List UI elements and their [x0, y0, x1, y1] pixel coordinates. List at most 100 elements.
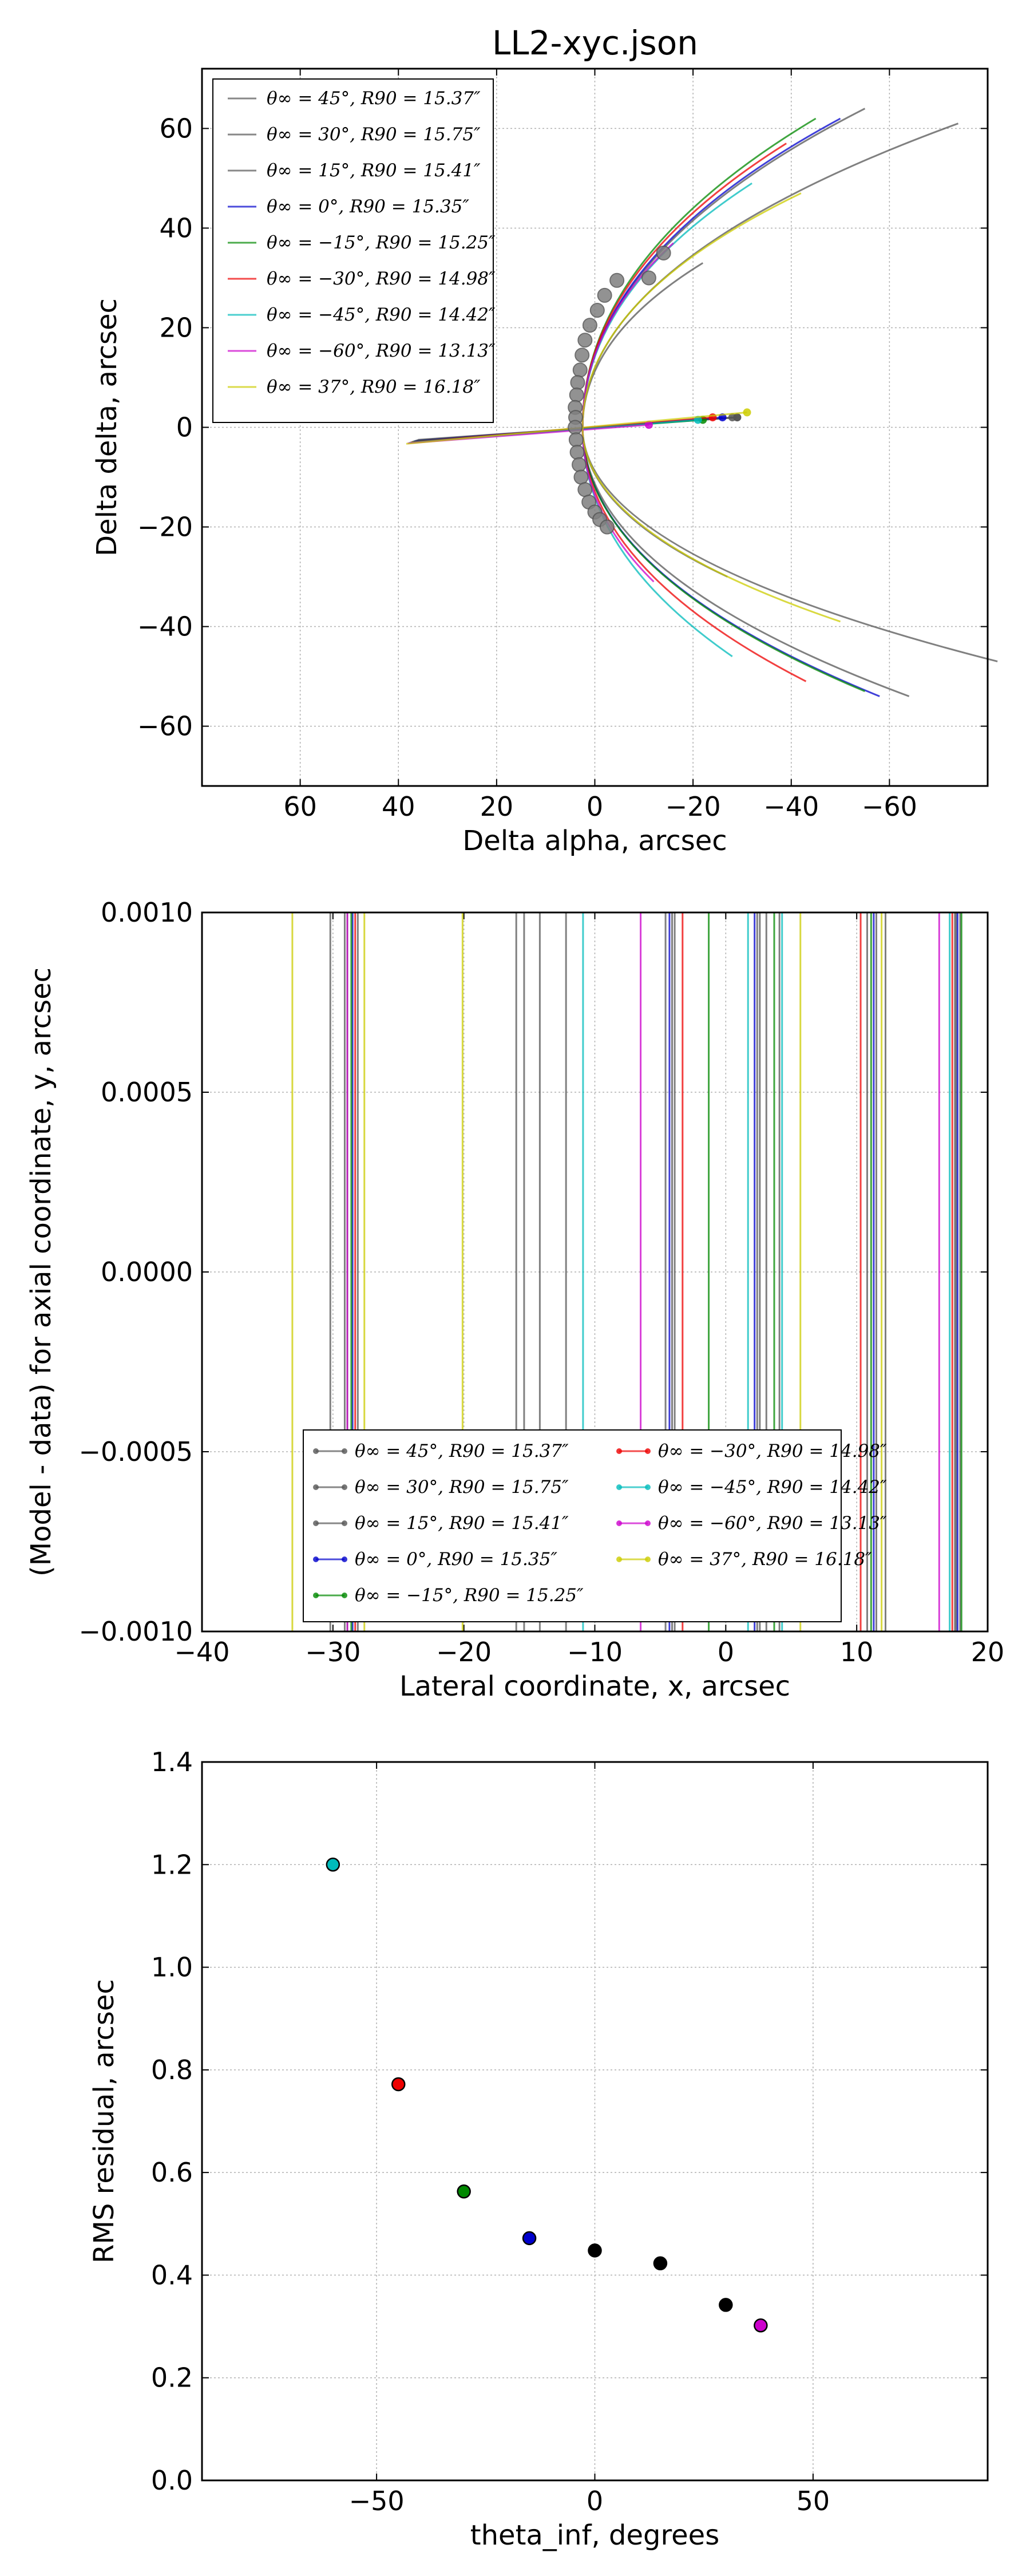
panel-middle-residuals: −40 −30 −20 −10 0 10 20 −0.0010 −0.0005 0.0000 0.0… [25, 897, 1004, 1702]
mid-xtick-label: 10 [840, 1637, 874, 1668]
bot-rms-point [522, 2231, 537, 2246]
top-data-point [572, 457, 587, 472]
top-ytick-label: 20 [159, 312, 193, 343]
top-legend: θ∞ = 45°, R90 = 15.37″ θ∞ = 30°, R90 = 15… [212, 78, 496, 423]
top-legend-text: θ∞ = 37°, R90 = 16.18″ [267, 377, 481, 397]
bot-rms-point [457, 2184, 471, 2199]
top-legend-text: θ∞ = −45°, R90 = 14.42″ [267, 305, 496, 325]
mid-xtick-label: 20 [971, 1637, 1005, 1668]
bot-xtick-label: −50 [349, 2486, 405, 2516]
mid-legend-marker [313, 1484, 319, 1490]
top-legend-text: θ∞ = 45°, R90 = 15.37″ [267, 88, 481, 109]
top-data-point [575, 347, 590, 363]
top-data-point [597, 287, 612, 303]
mid-legend-marker [342, 1448, 347, 1454]
top-xtick-label: 40 [382, 791, 415, 822]
mid-legend-marker [313, 1556, 319, 1562]
mid-ytick-label: 0.0000 [101, 1257, 193, 1287]
top-data-point [641, 270, 656, 286]
top-series-lower-arm [581, 427, 841, 623]
bot-rms-point [391, 2077, 406, 2092]
mid-legend-marker [616, 1448, 622, 1454]
top-legend-text: θ∞ = 30°, R90 = 15.75″ [267, 124, 481, 145]
mid-legend-marker [342, 1593, 347, 1598]
bot-rms-point [754, 2318, 768, 2333]
top-xtick-label: 60 [283, 791, 317, 822]
bot-rms-point [326, 1858, 340, 1872]
top-data-point [572, 362, 588, 378]
mid-legend-text: θ∞ = −30°, R90 = 14.98″ [658, 1441, 887, 1461]
top-series-center-point [644, 421, 653, 429]
bot-rms-point [588, 2243, 602, 2258]
top-data-point [599, 519, 615, 535]
mid-legend-marker [342, 1484, 347, 1490]
top-data-point [569, 445, 585, 460]
panel-top-trajectory: 60 40 20 0 −20 −40 −60 −60 −40 −20 0 20 40 60 Delta al… [91, 68, 998, 857]
top-legend-text: θ∞ = −30°, R90 = 14.98″ [267, 268, 496, 289]
top-ytick-label: −60 [137, 711, 193, 742]
mid-legend-marker [313, 1520, 319, 1526]
top-ytick-label: −40 [137, 611, 193, 642]
mid-legend-text: θ∞ = 0°, R90 = 15.35″ [355, 1549, 557, 1570]
mid-xtick-label: −20 [436, 1637, 492, 1668]
bot-ytick-label: 0.8 [151, 2055, 193, 2085]
top-xtick-label: −20 [665, 791, 721, 822]
top-data-point [589, 303, 605, 318]
panel-bottom-rms: −50 0 50 0.0 0.2 0.4 0.6 0.8 1.0 1.2 1.4 theta_inf,… [88, 1747, 989, 2551]
top-ytick-label: 40 [159, 212, 193, 243]
top-data-point [568, 420, 583, 435]
bot-ytick-label: 1.2 [151, 1849, 193, 1880]
mid-legend-text: θ∞ = 30°, R90 = 15.75″ [355, 1477, 569, 1498]
mid-legend-text: θ∞ = 15°, R90 = 15.41″ [355, 1513, 569, 1534]
top-legend-box [212, 78, 494, 423]
mid-legend-text: θ∞ = −60°, R90 = 13.13″ [658, 1513, 887, 1534]
mid-xtick-label: −10 [567, 1637, 623, 1668]
top-data-point [569, 387, 584, 402]
mid-legend: θ∞ = 45°, R90 = 15.37″ θ∞ = 30°, R90 = 15… [303, 1429, 887, 1622]
top-yaxis-label: Delta delta, arcsec [91, 298, 123, 556]
mid-ytick-label: −0.0005 [79, 1436, 193, 1467]
bot-frame [201, 1761, 989, 2482]
top-legend-text: θ∞ = 0°, R90 = 15.35″ [267, 196, 469, 217]
bot-xtick-label: 0 [587, 2486, 603, 2516]
bot-ytick-label: 0.6 [151, 2157, 193, 2188]
top-series-center-point [743, 408, 751, 417]
mid-xtick-label: −30 [305, 1637, 360, 1668]
top-xtick-label: −60 [862, 791, 917, 822]
mid-legend-marker [645, 1520, 651, 1526]
bot-rms-point [653, 2256, 668, 2271]
mid-yaxis-label: (Model - data) for axial coordinate, y, … [25, 967, 57, 1577]
mid-legend-text: θ∞ = −45°, R90 = 14.42″ [658, 1477, 887, 1498]
top-data-point [656, 245, 671, 260]
mid-legend-marker [342, 1556, 347, 1562]
bot-rms-point [719, 2298, 733, 2312]
top-xaxis-label: Delta alpha, arcsec [462, 825, 727, 857]
mid-legend-text: θ∞ = 37°, R90 = 16.18″ [658, 1549, 872, 1570]
mid-xaxis-label: Lateral coordinate, x, arcsec [399, 1670, 790, 1702]
top-xtick-label: 0 [587, 791, 603, 822]
top-data-point [570, 375, 585, 390]
figure-title: LL2-xyc.json [492, 23, 698, 62]
top-data-point [577, 482, 593, 497]
top-ytick-label: −20 [137, 512, 193, 543]
top-data-point [582, 318, 597, 333]
top-data-point [568, 432, 584, 448]
top-frame [201, 68, 989, 787]
mid-xtick-label: 0 [718, 1637, 734, 1668]
bot-ytick-label: 0.4 [151, 2259, 193, 2290]
mid-legend-marker [616, 1556, 622, 1562]
top-ytick-label: 0 [176, 412, 193, 443]
mid-legend-box [303, 1429, 842, 1622]
top-legend-text: θ∞ = −15°, R90 = 15.25″ [267, 232, 496, 253]
bot-ytick-label: 1.0 [151, 1952, 193, 1983]
mid-legend-marker [645, 1448, 651, 1454]
mid-legend-marker [313, 1593, 319, 1598]
mid-legend-marker [616, 1520, 622, 1526]
bot-xaxis-label: theta_inf, degrees [470, 2519, 719, 2551]
mid-ytick-label: −0.0010 [79, 1616, 193, 1647]
bot-ytick-label: 1.4 [151, 1747, 193, 1777]
mid-legend-marker [645, 1484, 651, 1490]
mid-legend-text: θ∞ = −15°, R90 = 15.25″ [355, 1585, 584, 1606]
mid-legend-marker [342, 1520, 347, 1526]
